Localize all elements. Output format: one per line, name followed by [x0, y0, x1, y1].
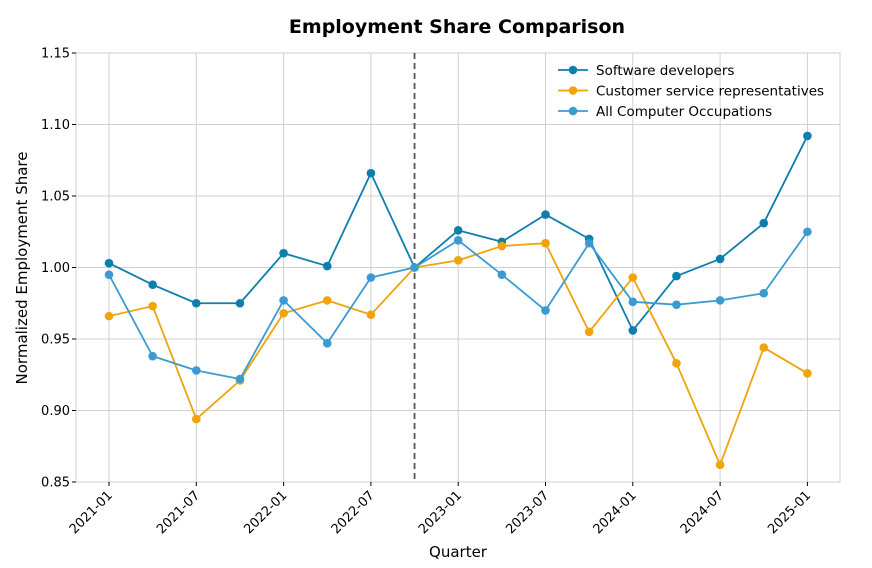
data-point: [104, 258, 114, 268]
data-point: [192, 366, 201, 375]
data-point: [672, 271, 681, 281]
data-point: [803, 131, 812, 141]
data-point: [672, 359, 681, 368]
data-point: [366, 273, 376, 282]
data-point: [541, 238, 550, 248]
data-point: [322, 338, 332, 348]
data-point: [803, 369, 812, 378]
y-tick-label: 0.90: [41, 404, 70, 419]
data-point: [759, 288, 769, 298]
series-2: [104, 227, 812, 384]
legend-label: All Computer Occupations: [596, 104, 772, 120]
legend: Software developers Customer service repr…: [558, 63, 824, 120]
legend-marker: [568, 106, 578, 116]
x-tick-label: 2023-07: [503, 488, 552, 537]
y-axis-label: Normalized Employment Share: [13, 152, 31, 385]
x-tick-label: 2021-01: [67, 488, 116, 537]
x-tick-label: 2022-07: [329, 488, 378, 537]
x-axis: 2021-01 2021-07 2022-01 2022-07 2023-01 2023-…: [67, 482, 814, 537]
legend-marker: [568, 86, 578, 95]
data-point: [497, 241, 507, 251]
y-tick-label: 0.95: [41, 333, 70, 348]
data-point: [628, 273, 638, 282]
data-point: [628, 326, 638, 335]
data-point: [148, 351, 157, 361]
y-axis: 0.85 0.90 0.95 1.00 1.05 1.10 1.15: [41, 47, 76, 491]
data-point: [715, 254, 725, 264]
x-tick-label: 2025-01: [765, 488, 814, 537]
data-point: [759, 343, 769, 352]
legend-label: Software developers: [596, 63, 734, 79]
data-point: [192, 414, 201, 424]
data-point: [148, 280, 157, 289]
grid: [76, 52, 840, 483]
data-point: [628, 297, 638, 307]
data-point: [148, 301, 157, 311]
legend-label: Customer service representatives: [596, 84, 824, 100]
data-point: [453, 236, 463, 245]
x-tick-label: 2024-01: [591, 488, 640, 537]
x-tick-label: 2024-07: [678, 488, 727, 537]
data-point: [584, 327, 594, 337]
x-tick-label: 2023-01: [416, 488, 465, 537]
data-point: [715, 460, 725, 470]
data-point: [497, 270, 507, 279]
y-tick-label: 1.05: [41, 190, 70, 205]
data-point: [322, 261, 332, 271]
data-point: [235, 374, 245, 384]
data-point: [366, 310, 376, 319]
y-tick-label: 1.10: [41, 118, 70, 133]
data-point: [279, 248, 288, 258]
legend-marker: [568, 65, 578, 75]
data-point: [279, 308, 288, 318]
data-point: [410, 263, 419, 272]
data-point: [759, 218, 769, 228]
x-tick-label: 2021-07: [154, 488, 203, 537]
data-point: [803, 227, 812, 237]
data-point: [541, 210, 550, 219]
data-point: [541, 306, 550, 315]
y-tick-label: 1.15: [41, 47, 70, 62]
x-tick-label: 2022-01: [241, 488, 290, 537]
data-point: [235, 298, 245, 308]
data-point: [322, 296, 332, 305]
x-axis-label: Quarter: [429, 543, 488, 561]
data-point: [453, 256, 463, 265]
data-point: [715, 296, 725, 305]
data-point: [279, 296, 288, 305]
data-point: [672, 300, 681, 309]
data-point: [584, 238, 594, 248]
y-tick-label: 1.00: [41, 261, 70, 276]
chart-title: Employment Share Comparison: [289, 16, 625, 38]
y-tick-label: 0.85: [41, 476, 70, 491]
data-point: [453, 226, 463, 235]
data-point: [366, 168, 376, 178]
data-point: [104, 270, 114, 279]
data-point: [192, 298, 201, 308]
series-group: [104, 131, 812, 470]
data-point: [104, 311, 114, 321]
